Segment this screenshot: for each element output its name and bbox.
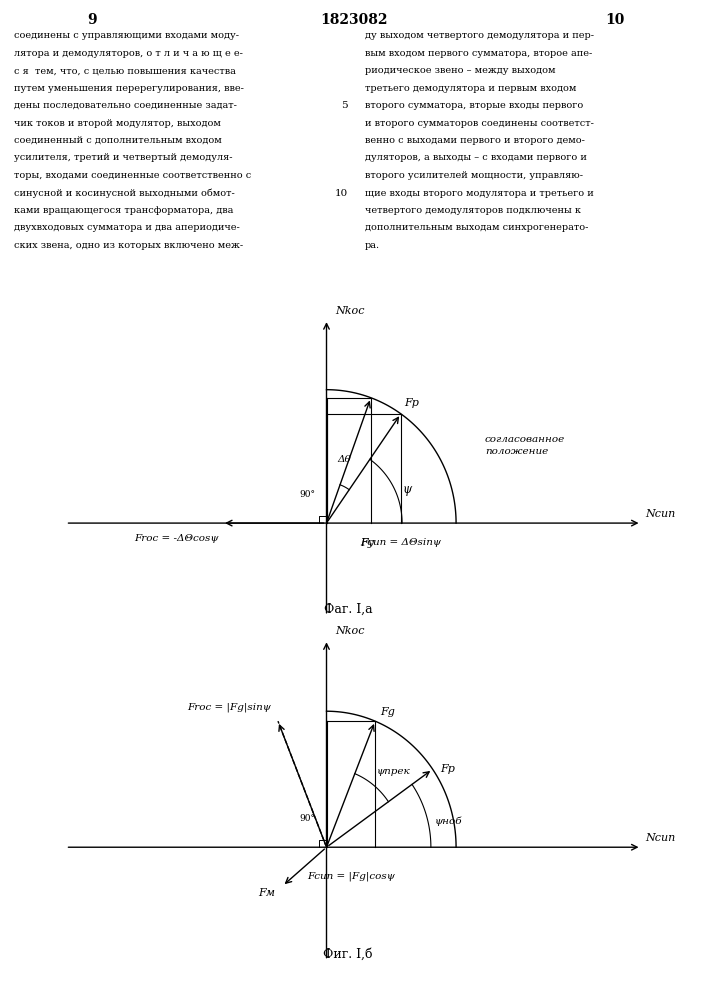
Text: усилителя, третий и четвертый демодуля-: усилителя, третий и четвертый демодуля- bbox=[14, 153, 233, 162]
Text: путем уменьшения перерегулирования, вве-: путем уменьшения перерегулирования, вве- bbox=[14, 84, 244, 93]
Text: дополнительным выходам синхрогенерато-: дополнительным выходам синхрогенерато- bbox=[365, 224, 588, 232]
Text: вым входом первого сумматора, второе апе-: вым входом первого сумматора, второе апе… bbox=[365, 49, 592, 58]
Text: дуляторов, а выходы – с входами первого и: дуляторов, а выходы – с входами первого … bbox=[365, 153, 587, 162]
Text: риодическое звено – между выходом: риодическое звено – между выходом bbox=[365, 66, 556, 75]
Text: Fcun = |Fg|cosψ: Fcun = |Fg|cosψ bbox=[307, 872, 395, 881]
Text: Nkoc: Nkoc bbox=[336, 306, 365, 316]
Text: синусной и косинусной выходными обмот-: синусной и косинусной выходными обмот- bbox=[14, 188, 235, 198]
Text: Фаг. I,а: Фаг. I,а bbox=[324, 603, 373, 616]
Text: 1823082: 1823082 bbox=[320, 13, 387, 27]
Text: 10: 10 bbox=[605, 13, 625, 27]
Text: чик токов и второй модулятор, выходом: чик токов и второй модулятор, выходом bbox=[14, 118, 221, 127]
Text: двухвходовых сумматора и два апериодиче-: двухвходовых сумматора и два апериодиче- bbox=[14, 224, 240, 232]
Text: Фиг. I,б: Фиг. I,б bbox=[323, 948, 373, 961]
Text: соединенный с дополнительным входом: соединенный с дополнительным входом bbox=[14, 136, 222, 145]
Text: согласованное
положение: согласованное положение bbox=[485, 435, 565, 456]
Text: второго усилителей мощности, управляю-: второго усилителей мощности, управляю- bbox=[365, 171, 583, 180]
Text: Δθ: Δθ bbox=[338, 455, 351, 464]
Text: Froc = -ΔΘcosψ: Froc = -ΔΘcosψ bbox=[134, 534, 218, 543]
Text: 10: 10 bbox=[334, 188, 348, 198]
Text: ψпрек: ψпрек bbox=[377, 767, 411, 776]
Text: соединены с управляющими входами моду-: соединены с управляющими входами моду- bbox=[14, 31, 239, 40]
Text: торы, входами соединенные соответственно с: торы, входами соединенные соответственно… bbox=[14, 171, 251, 180]
Text: Fp: Fp bbox=[404, 398, 419, 408]
Text: ψ: ψ bbox=[402, 483, 411, 496]
Text: Fg: Fg bbox=[380, 707, 395, 717]
Text: Ncun: Ncun bbox=[645, 833, 675, 843]
Text: ра.: ра. bbox=[365, 241, 380, 250]
Text: четвертого демодуляторов подключены к: четвертого демодуляторов подключены к bbox=[365, 206, 581, 215]
Text: венно с выходами первого и второго демо-: венно с выходами первого и второго демо- bbox=[365, 136, 585, 145]
Text: Nkoc: Nkoc bbox=[336, 626, 365, 636]
Text: 5: 5 bbox=[341, 101, 348, 110]
Text: Froc = |Fg|sinψ: Froc = |Fg|sinψ bbox=[187, 702, 271, 712]
Text: Fp: Fp bbox=[440, 764, 455, 774]
Text: ду выходом четвертого демодулятора и пер-: ду выходом четвертого демодулятора и пер… bbox=[365, 31, 594, 40]
Text: 90°: 90° bbox=[300, 814, 316, 823]
Text: и второго сумматоров соединены соответст-: и второго сумматоров соединены соответст… bbox=[365, 118, 594, 127]
Text: второго сумматора, вторые входы первого: второго сумматора, вторые входы первого bbox=[365, 101, 583, 110]
Text: лятора и демодуляторов, о т л и ч а ю щ е е-: лятора и демодуляторов, о т л и ч а ю щ … bbox=[14, 49, 243, 58]
Text: дены последовательно соединенные задат-: дены последовательно соединенные задат- bbox=[14, 101, 237, 110]
Text: с я  тем, что, с целью повышения качества: с я тем, что, с целью повышения качества bbox=[14, 66, 236, 75]
Text: Fcun = ΔΘsinψ: Fcun = ΔΘsinψ bbox=[361, 538, 441, 547]
Text: третьего демодулятора и первым входом: третьего демодулятора и первым входом bbox=[365, 84, 576, 93]
Text: Fy: Fy bbox=[361, 538, 374, 548]
Text: 9: 9 bbox=[87, 13, 97, 27]
Text: Fм: Fм bbox=[258, 888, 275, 898]
Text: 90°: 90° bbox=[300, 490, 316, 499]
Text: ских звена, одно из которых включено меж-: ских звена, одно из которых включено меж… bbox=[14, 241, 243, 250]
Text: Ncun: Ncun bbox=[645, 509, 675, 519]
Text: ками вращающегося трансформатора, два: ками вращающегося трансформатора, два bbox=[14, 206, 233, 215]
Text: ψноб: ψноб bbox=[435, 816, 462, 826]
Text: щие входы второго модулятора и третьего и: щие входы второго модулятора и третьего … bbox=[365, 188, 594, 198]
